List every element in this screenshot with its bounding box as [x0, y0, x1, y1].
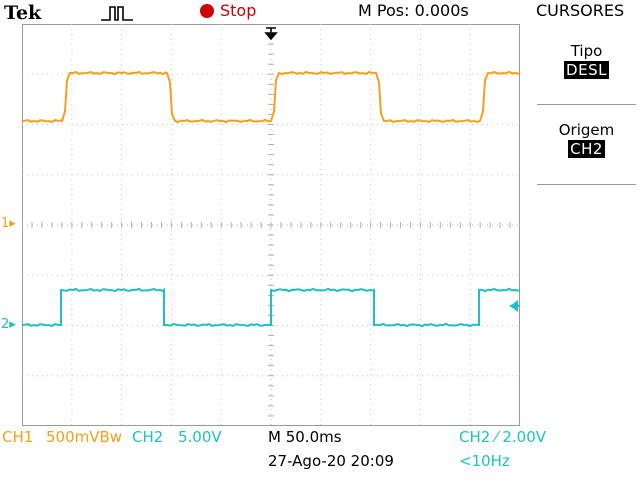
menu-item-tipo[interactable]: Tipo DESL: [533, 42, 640, 79]
menu-item-value: CH2: [568, 140, 605, 158]
graticule: [22, 24, 520, 426]
trigger-position-marker: [264, 27, 278, 41]
arrow-right-icon: ▸: [9, 317, 16, 332]
ch2-label: CH2: [132, 428, 164, 446]
trigger-setting: CH2 ⁄ 2.00V: [459, 428, 546, 446]
arrow-right-icon: ▸: [9, 216, 16, 231]
run-state-label: Stop: [220, 1, 257, 20]
ch2-scale: 5.00V: [178, 428, 222, 446]
waveform-display[interactable]: [22, 24, 520, 426]
side-menu: Tipo DESL Origem CH2: [533, 24, 640, 480]
menu-divider: [537, 184, 636, 185]
brand-logo: Tek: [4, 2, 42, 24]
menu-title: CURSORES: [536, 1, 625, 20]
trigger-frequency: <10Hz: [459, 452, 510, 470]
ch1-trace: [22, 70, 520, 124]
ch1-ground-marker[interactable]: 1▸: [1, 216, 16, 231]
ch2-trace: [22, 287, 520, 328]
ch1-label: CH1: [2, 428, 34, 446]
ch1-marker-label: 1: [1, 216, 10, 231]
ch1-scale: 500mVBw: [46, 428, 123, 446]
horizontal-position: M Pos: 0.000s: [358, 1, 469, 20]
menu-item-origem[interactable]: Origem CH2: [533, 121, 640, 158]
timebase: M 50.0ms: [268, 428, 342, 446]
menu-divider: [537, 104, 636, 105]
ch2-ground-marker[interactable]: 2▸: [1, 317, 16, 332]
run-state[interactable]: Stop: [200, 1, 256, 20]
menu-item-label: Origem: [558, 121, 615, 139]
date-time: 27-Ago-20 20:09: [268, 452, 394, 470]
ch2-marker-label: 2: [1, 317, 10, 332]
menu-item-label: Tipo: [570, 42, 603, 60]
trigger-pulse-icon: [101, 6, 133, 21]
stop-icon: [200, 3, 214, 18]
menu-item-value: DESL: [564, 61, 609, 79]
